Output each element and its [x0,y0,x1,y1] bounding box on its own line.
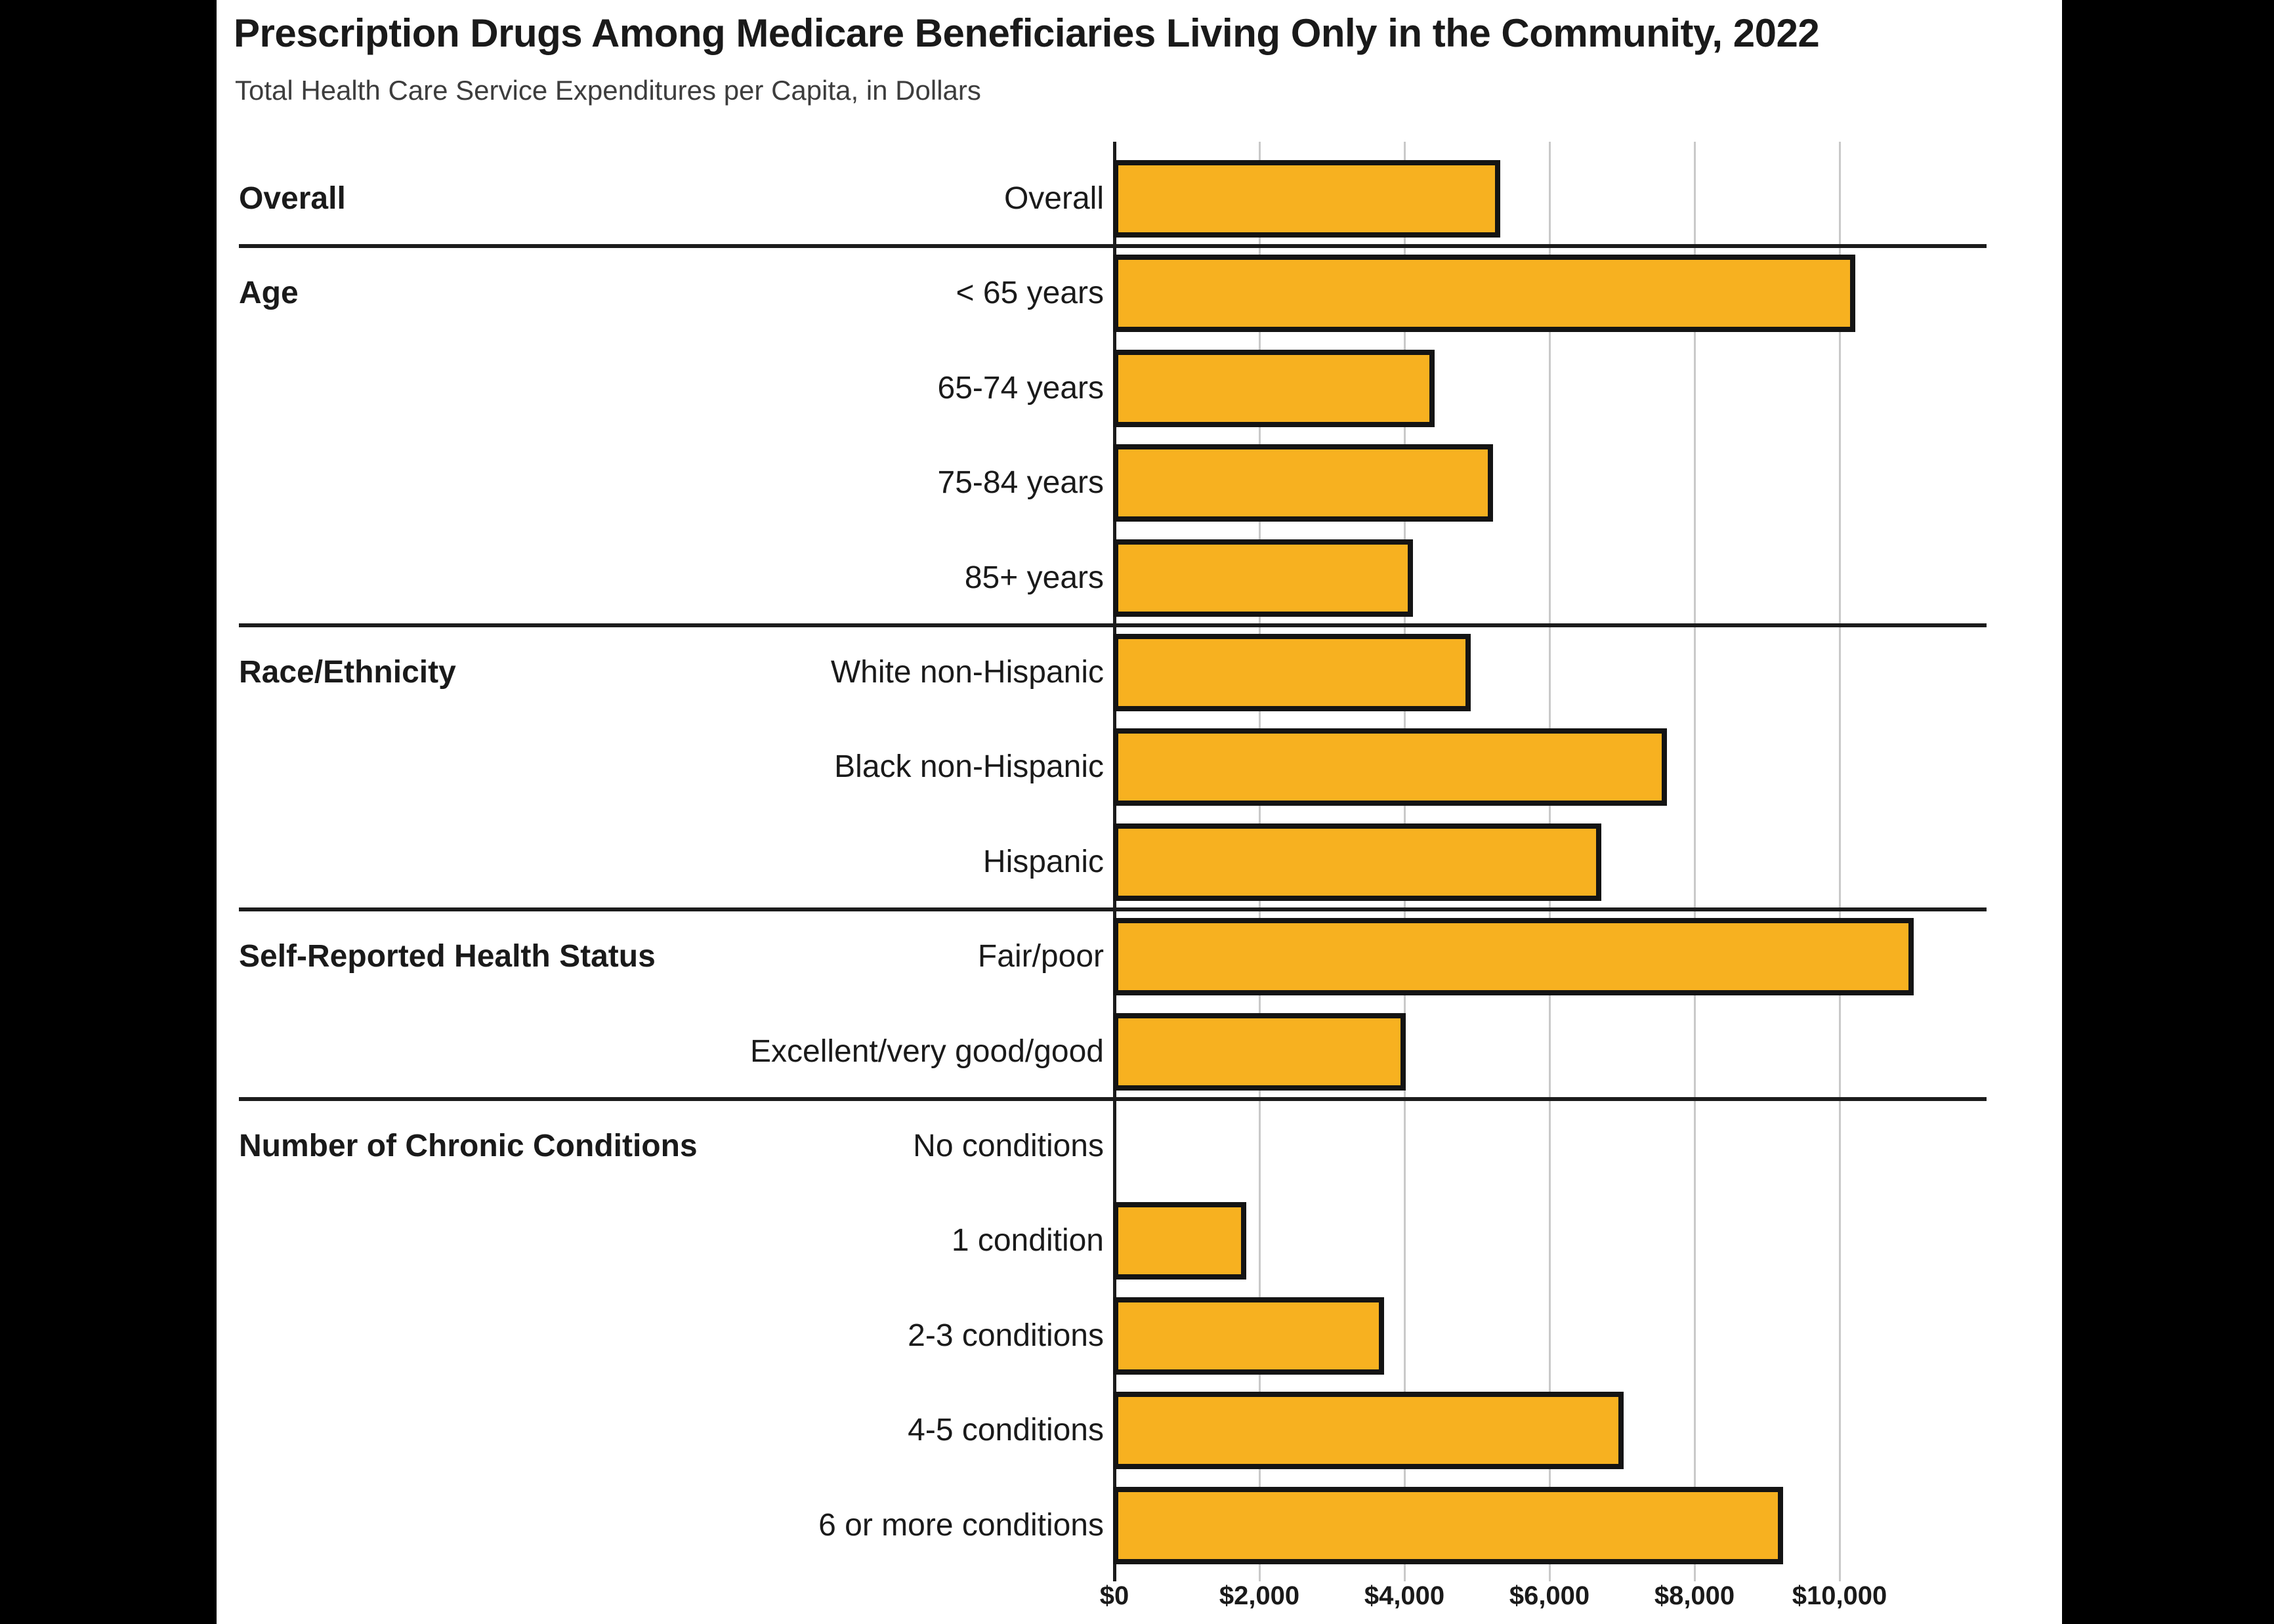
x-tick-label: $6,000 [1509,1581,1590,1610]
bar [1113,1012,1406,1091]
row-label: Excellent/very good/good [749,1033,1104,1069]
group-separator [239,244,1987,249]
x-tick-label: $0 [1099,1581,1129,1610]
bar [1113,1392,1624,1470]
bar [1113,255,1855,333]
group-label: Race/Ethnicity [239,655,456,690]
chart-panel: Prescription Drugs Among Medicare Benefi… [217,0,2062,1624]
row-label: Fair/poor [977,939,1104,974]
row-label: White non-Hispanic [830,655,1104,690]
row-label: 75-84 years [937,465,1104,501]
x-tick-label: $8,000 [1654,1581,1735,1610]
bar-chart: $0 $2,000 $4,000 $6,000 $8,000 $10,000 Overall… [217,0,2062,1624]
bar [1113,1297,1384,1375]
group-separator [239,623,1987,627]
row-label: 65-74 years [937,370,1104,406]
x-tick-label: $2,000 [1219,1581,1300,1610]
bar [1113,444,1493,522]
row-label: < 65 years [956,276,1104,311]
group-label: Age [239,276,299,311]
group-separator [239,907,1987,911]
x-tick-label: $4,000 [1364,1581,1445,1610]
bar [1113,728,1667,806]
row-label: 1 condition [951,1223,1104,1259]
bar [1113,1202,1246,1280]
row-label: Black non-Hispanic [834,749,1104,785]
x-gridline [1838,142,1841,1581]
group-separator [239,1096,1987,1101]
x-gridline [1693,142,1696,1581]
bar [1113,634,1471,711]
bar [1113,349,1435,427]
group-label: Overall [239,181,346,216]
row-label: 4-5 conditions [908,1413,1104,1448]
bar [1113,1486,1783,1564]
row-label: Overall [1003,181,1104,216]
bar [1113,918,1914,996]
row-label: No conditions [913,1129,1104,1163]
x-tick-label: $10,000 [1792,1581,1887,1610]
row-label: 2-3 conditions [908,1318,1104,1353]
row-label: 85+ years [964,560,1104,595]
row-label: Hispanic [982,844,1104,879]
bar [1113,539,1413,617]
bar [1113,160,1500,238]
group-label: Self-Reported Health Status [239,939,656,974]
group-label: Number of Chronic Conditions [239,1129,698,1163]
bar [1113,823,1601,901]
chart-subtitle: Total Health Care Service Expenditures p… [235,75,981,106]
chart-title: Prescription Drugs Among Medicare Benefi… [234,11,1820,55]
row-label: 6 or more conditions [818,1507,1104,1543]
